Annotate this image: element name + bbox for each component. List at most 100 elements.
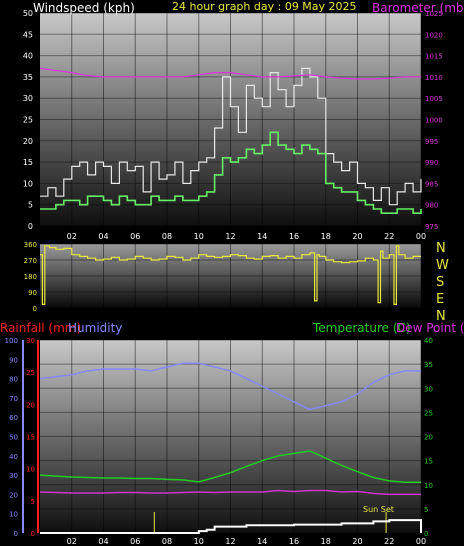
direction-y-tick-label: 360 <box>24 241 37 249</box>
temperature-y-tick-label: 25 <box>424 409 433 417</box>
wind-x-tick-label: 04 <box>98 232 108 241</box>
climate-x-tick-label: 12 <box>225 537 235 546</box>
wind-x-tick-label: 06 <box>130 232 140 241</box>
rainfall-label: Rainfall (mm) <box>0 321 81 335</box>
humidity-y-tick-label: 0 <box>14 530 18 538</box>
wind-y-tick-label: 20 <box>23 137 33 146</box>
wind-y-tick-label: 40 <box>23 52 33 61</box>
humidity-y-tick-label: 80 <box>9 376 18 384</box>
climate-x-tick-label: 08 <box>162 537 172 546</box>
wind-x-tick-label: 08 <box>162 232 172 241</box>
humidity-label: Humidity <box>68 321 122 335</box>
wind-y-tick-label: 5 <box>28 201 33 210</box>
compass-w: W <box>436 258 449 273</box>
wind-y-tick-label: 0 <box>28 222 33 231</box>
barometer-label: Barometer (mb) <box>372 1 464 15</box>
direction-y-tick-label: 90 <box>28 289 37 297</box>
barometer-y-tick-label: 990 <box>425 159 438 167</box>
wind-x-tick-label: 00 <box>416 232 426 241</box>
temperature-y-tick-label: 0 <box>424 530 428 538</box>
rainfall-y-tick-label: 30 <box>26 337 35 345</box>
temperature-y-tick-label: 10 <box>424 482 433 490</box>
wind-x-tick-label: 18 <box>321 232 331 241</box>
compass-s: S <box>436 275 444 290</box>
dewpoint-label: Dew Point (C) <box>396 321 464 335</box>
temperature-label: Temperature (C) <box>312 321 411 335</box>
direction-y-tick-label: 270 <box>24 257 37 265</box>
wind-y-tick-label: 30 <box>23 94 33 103</box>
humidity-y-tick-label: 20 <box>9 491 18 499</box>
wind-y-tick-label: 35 <box>23 73 33 82</box>
climate-panel-background <box>40 340 421 533</box>
direction-y-tick-label: 180 <box>24 273 37 281</box>
barometer-y-tick-label: 1005 <box>425 95 443 103</box>
compass-n-bottom: N <box>436 309 446 324</box>
climate-x-tick-label: 00 <box>416 537 426 546</box>
wind-y-tick-label: 50 <box>23 9 33 18</box>
rainfall-line <box>40 519 422 534</box>
rainfall-y-tick-label: 15 <box>26 434 35 442</box>
windspeed-label: Windspeed (kph) <box>33 1 135 15</box>
barometer-y-tick-label: 1020 <box>425 31 443 39</box>
wind-x-tick-label: 02 <box>67 232 77 241</box>
rainfall-y-tick-label: 5 <box>31 498 35 506</box>
climate-x-tick-label: 04 <box>98 537 108 546</box>
humidity-line <box>39 362 421 411</box>
barometer-line <box>39 67 421 80</box>
barometer-y-tick-label: 995 <box>425 138 438 146</box>
rainfall-y-tick-label: 10 <box>26 466 35 474</box>
chart-title: 24 hour graph day : 09 May 2025 <box>172 0 357 13</box>
barometer-y-tick-label: 1010 <box>425 74 443 82</box>
rainfall-y-tick-label: 0 <box>31 530 35 538</box>
compass-n-top: N <box>436 241 446 256</box>
rainfall-y-tick-label: 20 <box>26 401 35 409</box>
wind-direction-line <box>40 245 421 305</box>
climate-x-tick-label: 22 <box>384 537 394 546</box>
barometer-y-tick-label: 985 <box>425 180 438 188</box>
climate-x-tick-label: 06 <box>130 537 140 546</box>
barometer-y-tick-label: 1025 <box>425 10 443 18</box>
wind-x-tick-label: 12 <box>225 232 235 241</box>
sunset-annotation: Sun Set <box>363 505 394 514</box>
wind-average-line <box>40 131 422 214</box>
wind-y-tick-label: 25 <box>23 116 33 125</box>
wind-y-tick-label: 45 <box>23 30 33 39</box>
barometer-y-tick-label: 980 <box>425 202 438 210</box>
wind-y-tick-label: 10 <box>23 179 33 188</box>
wind-panel-background <box>40 13 421 226</box>
humidity-y-tick-label: 30 <box>9 472 18 480</box>
temperature-y-tick-label: 35 <box>424 361 433 369</box>
climate-x-tick-label: 20 <box>352 537 362 546</box>
humidity-y-tick-label: 100 <box>5 337 18 345</box>
barometer-y-tick-label: 1000 <box>425 117 443 125</box>
temperature-y-tick-label: 5 <box>424 506 428 514</box>
dewpoint-line <box>39 489 421 496</box>
wind-x-tick-label: 20 <box>352 232 362 241</box>
humidity-y-tick-label: 40 <box>9 453 18 461</box>
humidity-y-tick-label: 70 <box>9 395 18 403</box>
wind-x-tick-label: 10 <box>194 232 204 241</box>
humidity-y-tick-label: 50 <box>9 434 18 442</box>
compass-e: E <box>436 292 444 307</box>
wind-x-tick-label: 22 <box>384 232 394 241</box>
rainfall-y-tick-label: 25 <box>26 369 35 377</box>
wind-gust-line <box>40 67 422 206</box>
temperature-y-tick-label: 30 <box>424 385 433 393</box>
climate-x-tick-label: 02 <box>67 537 77 546</box>
wind-x-tick-label: 14 <box>257 232 267 241</box>
temperature-y-tick-label: 15 <box>424 458 433 466</box>
temperature-y-tick-label: 40 <box>424 337 433 345</box>
humidity-y-tick-label: 90 <box>9 356 18 364</box>
climate-x-tick-label: 18 <box>321 537 331 546</box>
barometer-y-tick-label: 1015 <box>425 53 443 61</box>
wind-x-tick-label: 16 <box>289 232 299 241</box>
temperature-line <box>39 450 421 484</box>
climate-x-tick-label: 14 <box>257 537 267 546</box>
barometer-y-tick-label: 975 <box>425 223 438 231</box>
wind-y-tick-label: 15 <box>23 158 33 167</box>
climate-x-tick-label: 10 <box>194 537 204 546</box>
humidity-y-tick-label: 10 <box>9 511 18 519</box>
humidity-y-tick-label: 60 <box>9 414 18 422</box>
temperature-y-tick-label: 20 <box>424 434 433 442</box>
